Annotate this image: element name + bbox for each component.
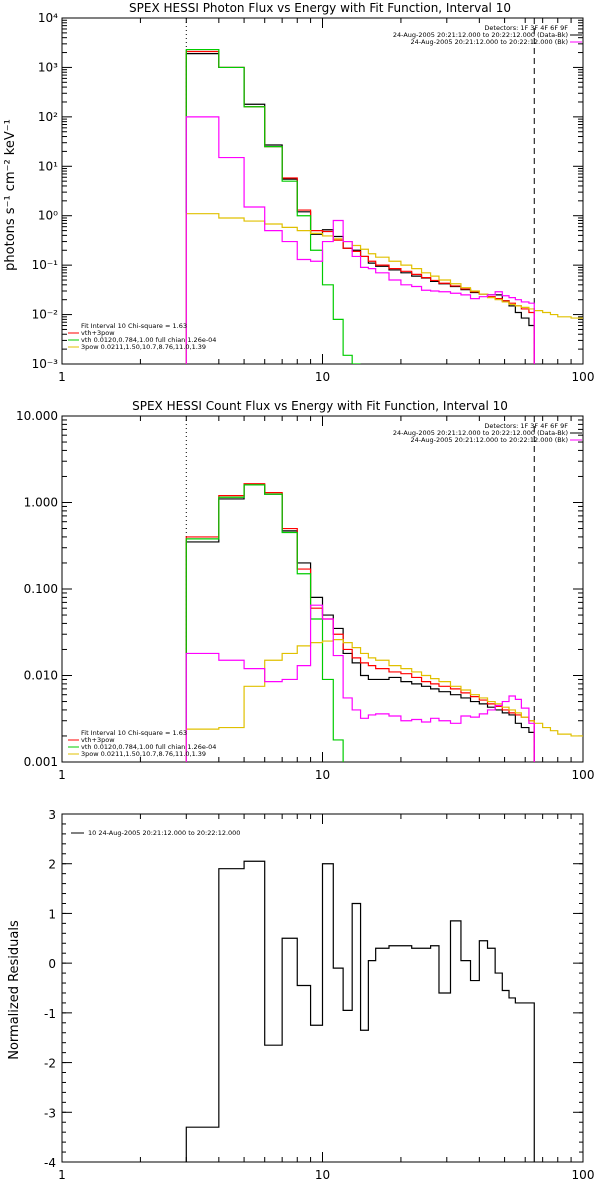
series-vth — [185, 484, 344, 762]
bottom-legend-entry: vth 0.0120,0.784,1.00 full chian 1.26e-0… — [81, 336, 216, 344]
y-tick-label: 10⁻² — [32, 308, 59, 322]
series-group — [185, 860, 535, 1162]
top-legend-entry: Detectors: 1F 3F 4F 6F 9F — [484, 422, 568, 430]
x-tick-label: 100 — [572, 768, 595, 782]
bottom-legend-entry: vth 0.0120,0.784,1.00 full chian 1.26e-0… — [81, 743, 216, 751]
photon-y-axis-label: photons s⁻¹ cm⁻² keV⁻¹ — [3, 119, 18, 271]
y-tick-label: -2 — [44, 1057, 56, 1071]
series-bk — [185, 604, 535, 762]
y-tick-label: 0 — [48, 957, 56, 971]
series-bk — [185, 116, 535, 364]
series-group — [185, 483, 583, 762]
count-panel-title: SPEX HESSI Count Flux vs Energy with Fit… — [132, 399, 508, 413]
photon-flux-panel: SPEX HESSI Photon Flux vs Energy with Fi… — [3, 1, 594, 384]
series-data-bk — [185, 484, 535, 762]
series-residuals — [185, 860, 535, 1162]
plot-frame — [61, 17, 584, 365]
series-vth-3pow — [185, 50, 535, 364]
top-legend-entry: 24-Aug-2005 20:21:12.000 to 20:22:12.000… — [393, 429, 568, 437]
y-tick-label: 0.001 — [24, 755, 58, 769]
bottom-legend-entry: vth+3pow — [81, 736, 115, 744]
bottom-legend-entry: 3pow 0.0211,1.50,10.7,8.76,11.0,1.39 — [81, 750, 206, 758]
x-tick-label: 100 — [572, 1168, 595, 1182]
count-flux-panel: SPEX HESSI Count Flux vs Energy with Fit… — [16, 399, 594, 782]
y-tick-label: 10¹ — [38, 159, 58, 173]
x-tick-label: 1 — [58, 1168, 66, 1182]
y-tick-label: 10⁻³ — [32, 357, 59, 371]
top-legend-entry: Detectors: 1F 3F 4F 6F 9F — [484, 24, 568, 32]
y-tick-label: 2 — [48, 858, 56, 872]
y-tick-label: 1 — [48, 907, 56, 921]
series-group — [185, 48, 583, 364]
y-tick-label: 1.000 — [24, 496, 58, 510]
top-legend-entry: 24-Aug-2005 20:21:12.000 to 20:22:12.000… — [411, 436, 568, 444]
x-tick-label: 10 — [315, 1168, 330, 1182]
y-tick-label: 0.100 — [24, 582, 58, 596]
residuals-y-axis-label: Normalized Residuals — [7, 920, 22, 1060]
x-tick-label: 1 — [58, 768, 66, 782]
x-tick-label: 1 — [58, 370, 66, 384]
top-legend-entry: 24-Aug-2005 20:21:12.000 to 20:22:12.000… — [411, 38, 568, 46]
y-tick-label: 0.010 — [24, 669, 58, 683]
series-vth-3pow — [185, 483, 535, 762]
series-3pow — [185, 639, 583, 762]
bottom-legend-entry: 3pow 0.0211,1.50,10.7,8.76,11.0,1.39 — [81, 343, 206, 351]
y-tick-label: 10⁴ — [38, 11, 58, 25]
y-tick-label: 10³ — [38, 60, 58, 74]
residuals-legend-label: 10 24-Aug-2005 20:21:12.000 to 20:22:12.… — [88, 829, 240, 837]
bottom-legend-entry: vth+3pow — [81, 329, 115, 337]
x-tick-label: 10 — [315, 768, 330, 782]
y-tick-label: 10⁻¹ — [32, 258, 59, 272]
series-data-bk — [185, 53, 535, 364]
y-tick-label: 10² — [38, 110, 58, 124]
bottom-legend-entry: Fit Interval 10 Chi-square = 1.63 — [81, 322, 187, 330]
y-tick-label: -4 — [44, 1156, 56, 1170]
x-tick-label: 10 — [315, 370, 330, 384]
y-tick-label: -3 — [44, 1106, 56, 1120]
y-tick-label: 3 — [48, 808, 56, 822]
bottom-legend-entry: Fit Interval 10 Chi-square = 1.63 — [81, 729, 187, 737]
residuals-panel: Normalized Residuals 10 24-Aug-2005 20:2… — [7, 808, 594, 1182]
top-legend-entry: 24-Aug-2005 20:21:12.000 to 20:22:12.000… — [393, 31, 568, 39]
y-tick-label: -1 — [44, 1007, 56, 1021]
photon-panel-title: SPEX HESSI Photon Flux vs Energy with Fi… — [129, 1, 511, 15]
x-tick-label: 100 — [572, 370, 595, 384]
y-tick-label: 10⁰ — [38, 209, 58, 223]
series-3pow — [185, 213, 583, 364]
series-vth — [185, 48, 361, 364]
y-tick-label: 10.000 — [16, 409, 58, 423]
